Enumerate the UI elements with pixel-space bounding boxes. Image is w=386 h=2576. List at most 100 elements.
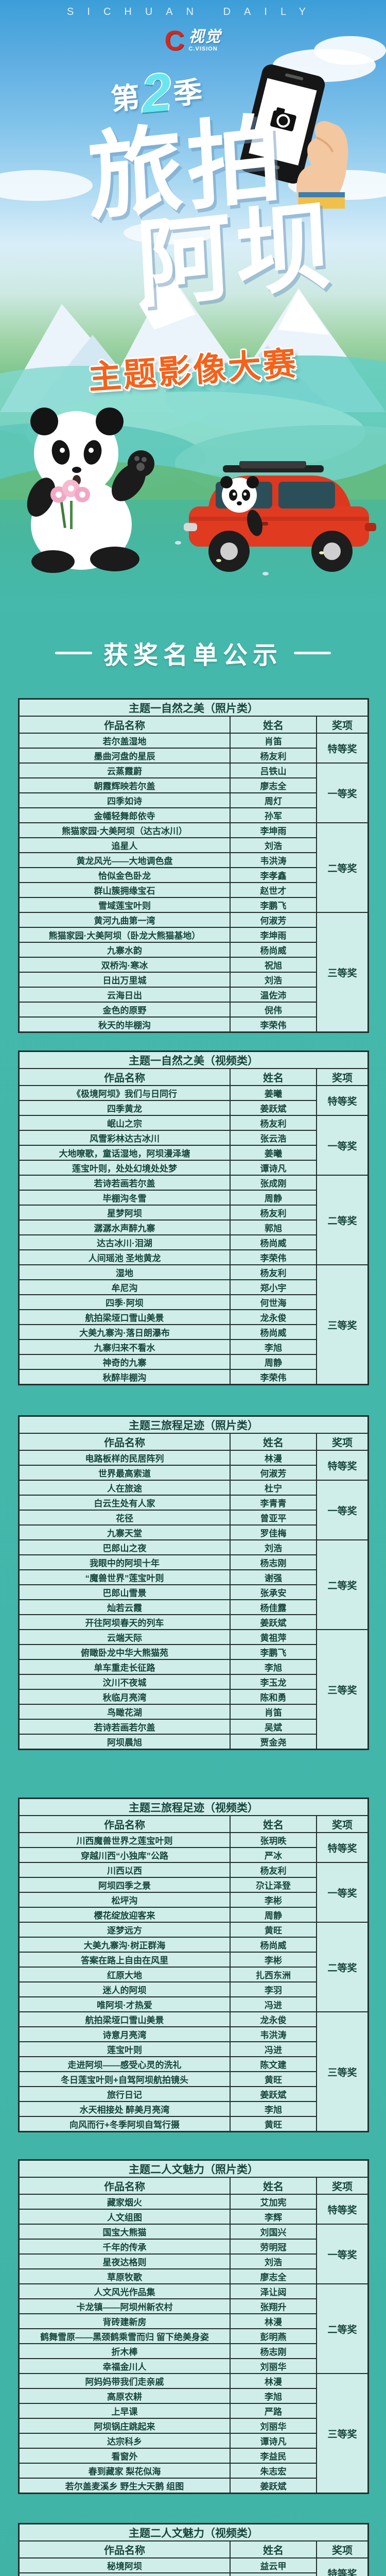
work-title-cell: 神奇的九寨 bbox=[19, 1354, 231, 1370]
award-level-cell: 二等奖 bbox=[315, 1175, 369, 1265]
table-row: “魔兽世界”莲宝叶则 谢强 bbox=[19, 1569, 368, 1585]
work-title-cell: 若尔盖湿地 bbox=[19, 733, 231, 749]
table-row: 人文风光作品集 泽让闼 二等奖 bbox=[19, 2283, 369, 2374]
author-name-cell: 刘丽华 bbox=[230, 2358, 317, 2374]
cloud-shape bbox=[124, 222, 216, 244]
author-name-cell: 李彬 bbox=[230, 1892, 317, 1908]
work-title-cell: 雪域莲宝叶则 bbox=[19, 897, 231, 913]
work-title-cell: 旅行日记 bbox=[19, 2086, 231, 2102]
work-title-cell: 花径 bbox=[19, 1510, 231, 1526]
table-title: 主题一自然之美（照片类） bbox=[18, 699, 369, 717]
author-name-cell: 李鹏飞 bbox=[230, 1644, 317, 1660]
table-row: 我眼中的阿坝十年 杨志刚 bbox=[19, 1554, 368, 1570]
award-level-cell: 一等奖 bbox=[315, 762, 369, 823]
author-name-cell: 刘丽华 bbox=[230, 2418, 317, 2434]
table-row: 金幡轻舞郎依寺 孙军 bbox=[19, 807, 368, 823]
work-title-cell: 《极境阿坝》我们与日同行 bbox=[19, 1085, 231, 1101]
table-row: 阿妈妈带我们走亲戚 林漫 三等奖 bbox=[19, 2373, 369, 2494]
column-header: 奖项 bbox=[315, 2177, 369, 2195]
table-row: 莲宝叶则，处处幻境处处梦 谭诗凡 bbox=[19, 1160, 368, 1176]
cloud-shape bbox=[0, 170, 93, 201]
work-title-cell: 答案在路上自由在风里 bbox=[19, 1952, 231, 1968]
author-name-cell: 李旭 bbox=[230, 2101, 317, 2117]
work-title-cell: 云蒸霞蔚 bbox=[19, 762, 231, 778]
author-name-cell: 龙永俊 bbox=[230, 1309, 317, 1325]
work-title-cell: 秋醉毕棚沟 bbox=[19, 1369, 231, 1385]
table-row: 云海日出 温佐沛 bbox=[19, 987, 368, 1003]
masthead-text: SICHUAN DAILY bbox=[67, 6, 319, 18]
author-name-cell: 谭诗凡 bbox=[230, 2433, 317, 2449]
table-title: 主题一自然之美（视频类） bbox=[18, 1051, 369, 1069]
table-row: 若尔盖麦溪乡 野生大天鹅 组图 姜跃斌 bbox=[19, 2478, 368, 2494]
table-row: 熊猫家园·大美阿坝（达古冰川） 李坤雨 二等奖 bbox=[19, 822, 369, 913]
column-header: 姓名 bbox=[230, 2540, 317, 2558]
table-row: 群山簇拥缘宝石 赵世才 bbox=[19, 882, 368, 898]
work-title-cell: 人在旅途 bbox=[19, 1480, 231, 1496]
table-row: 藏家烟火 艾加宪 特等奖 bbox=[19, 2194, 369, 2225]
work-title-cell: 汶川不夜城 bbox=[19, 1674, 231, 1690]
author-name-cell: 杨尚威 bbox=[230, 1937, 317, 1953]
table-row: 向风而行+冬季阿坝自驾行摄 黄旺 bbox=[19, 2116, 368, 2132]
work-title-cell: 若尔盖麦溪乡 野生大天鹅 组图 bbox=[19, 2478, 231, 2494]
table-row: 人文组图 李辉 bbox=[19, 2209, 368, 2225]
author-name-cell: 张云浩 bbox=[230, 1130, 317, 1146]
author-name-cell: 刘国兴 bbox=[230, 2224, 317, 2240]
table-row: 四季如诗 周灯 bbox=[19, 792, 368, 808]
author-name-cell: 李荣伟 bbox=[230, 1369, 317, 1385]
suv-panda-head bbox=[220, 476, 262, 536]
column-header: 姓名 bbox=[230, 2177, 317, 2195]
award-level-cell: 三等奖 bbox=[315, 1264, 369, 1385]
season-number: 2 bbox=[138, 62, 174, 125]
table-row: 航拍梁垭口雪山美景 龙永俊 bbox=[19, 1309, 368, 1325]
author-name-cell: 益云甲 bbox=[230, 2557, 317, 2573]
table-row: 若诗若画若尔盖 吴斌 bbox=[19, 1719, 368, 1735]
table-row: 《极境阿坝》我们与日同行 姜曦 特等奖 bbox=[19, 1085, 369, 1116]
table-row: 雪域莲宝叶则 李鹏飞 bbox=[19, 897, 368, 913]
table-row: 折木棒 杨志刚 bbox=[19, 2343, 368, 2359]
awards-table-2: 主题一自然之美（视频类） 作品名称 姓名 奖项 《极境阿坝》我们与日同行 姜曦 特等奖 四季黄… bbox=[18, 1051, 369, 1385]
table-row: 云端天际 黄祖萍 三等奖 bbox=[19, 1629, 369, 1750]
table-row: 风雪彩林达古冰川 张云浩 bbox=[19, 1130, 368, 1146]
work-title-cell: 日出万里城 bbox=[19, 972, 231, 988]
work-title-cell: 冬日莲宝叶则+自驾阿坝航拍镜头 bbox=[19, 2071, 231, 2087]
author-name-cell: 刘浩 bbox=[230, 2253, 317, 2269]
work-title-cell: 阿妈妈带我们走亲戚 bbox=[19, 2373, 231, 2389]
table-row: 走进阿坝——感受心灵的洗礼 陈文建 bbox=[19, 2056, 368, 2072]
work-title-cell: 水天相接处 醉美月亮湾 bbox=[19, 2101, 231, 2117]
table-row: 若尔盖湿地 肖笛 特等奖 bbox=[19, 733, 369, 764]
author-name-cell: 吴斌 bbox=[230, 1719, 317, 1735]
award-announcement-band: 获奖名单公示 bbox=[0, 635, 386, 671]
column-header: 奖项 bbox=[315, 1068, 369, 1086]
work-title-cell: 高原农耕 bbox=[19, 2388, 231, 2404]
work-title-cell: 白云生处有人家 bbox=[19, 1495, 231, 1511]
flower-dot bbox=[216, 559, 221, 562]
work-title-cell: 看窗外 bbox=[19, 2448, 231, 2464]
brand-name: 视觉 bbox=[188, 28, 222, 45]
table-row: 幸福金川人 刘丽华 bbox=[19, 2358, 368, 2374]
panda-with-flowers-icon bbox=[27, 408, 154, 573]
author-name-cell: 严冰 bbox=[230, 1847, 317, 1863]
work-title-cell: 樱花绽放迎客来 bbox=[19, 1907, 231, 1923]
awards-table-5: 主题二人文魅力（照片类） 作品名称 姓名 奖项 藏家烟火 艾加宪 特等奖 人文组图 李辉 国宝大熊… bbox=[18, 2160, 369, 2494]
work-title-cell: 潺潺水声醉九寨 bbox=[19, 1219, 231, 1235]
author-name-cell: 黄祖萍 bbox=[230, 1629, 317, 1645]
cvision-c-icon: C bbox=[164, 25, 185, 56]
author-name-cell: 刘浩 bbox=[230, 972, 317, 988]
author-name-cell: 艾加宪 bbox=[230, 2194, 317, 2210]
author-name-cell: 林漫 bbox=[230, 2313, 317, 2329]
table-row: 旅拍阿坝罗昌文 bbox=[19, 2572, 368, 2576]
author-name-cell: 温佐沛 bbox=[230, 987, 317, 1003]
author-name-cell: 廖志全 bbox=[230, 2268, 317, 2284]
table-row: 莲宝叶则 冯进 bbox=[19, 2041, 368, 2057]
author-name-cell: 李玉龙 bbox=[230, 1674, 317, 1690]
author-name-cell: 韦洪涛 bbox=[230, 2026, 317, 2042]
work-title-cell: 幸福金川人 bbox=[19, 2358, 231, 2374]
author-name-cell: 林漫 bbox=[230, 2373, 317, 2389]
author-name-cell: 张翔升 bbox=[230, 2298, 317, 2314]
work-title-cell: 人间瑶池 圣地黄龙 bbox=[19, 1249, 231, 1265]
work-title-cell: 大美九寨沟·落日朗瀑布 bbox=[19, 1324, 231, 1340]
work-title-cell: 湿地 bbox=[19, 1264, 231, 1280]
table-row: 岷山之宗 杨友利 一等奖 bbox=[19, 1115, 369, 1176]
award-level-cell: 特等奖 bbox=[315, 1450, 369, 1481]
